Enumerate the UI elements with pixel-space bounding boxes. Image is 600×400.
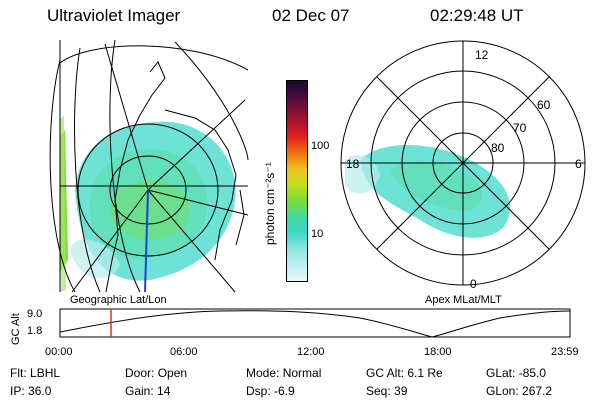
geographic-caption: Geographic Lat/Lon xyxy=(70,294,167,306)
info-glat: GLat: -85.0 xyxy=(486,366,547,380)
info-seq: Seq: 39 xyxy=(366,384,408,398)
date-label: 02 Dec 07 xyxy=(272,6,350,25)
geographic-grid xyxy=(49,39,249,293)
info-filter: Flt: LBHL xyxy=(10,366,61,380)
xtick-1800: 18:00 xyxy=(424,346,452,358)
polar-caption: Apex MLat/MLT xyxy=(425,294,502,306)
mlt-label-6: 6 xyxy=(575,157,582,171)
polar-grid xyxy=(340,40,586,286)
mlat-label-60: 60 xyxy=(537,98,551,112)
mlt-label-0: 0 xyxy=(470,277,477,291)
xtick-0600: 06:00 xyxy=(170,346,198,358)
xtick-0000: 00:00 xyxy=(45,346,73,358)
mlat-label-70: 70 xyxy=(513,121,527,135)
info-gain: Gain: 14 xyxy=(125,384,171,398)
geographic-aurora xyxy=(60,115,236,292)
meridian-line xyxy=(144,189,149,293)
info-mode: Mode: Normal xyxy=(246,366,322,380)
time-label: 02:29:48 UT xyxy=(430,6,524,25)
altitude-ytick-max: 9.0 xyxy=(27,308,43,320)
info-ip: IP: 36.0 xyxy=(10,384,52,398)
mlt-label-18: 18 xyxy=(346,157,360,171)
colorbar-tick-10: 10 xyxy=(311,228,324,240)
colorbar-unit-label: photon cm⁻²s⁻¹ xyxy=(263,162,277,245)
mlt-label-12: 12 xyxy=(475,48,489,62)
altitude-ylabel: GC Alt xyxy=(10,313,22,345)
altitude-ytick-min: 1.8 xyxy=(27,325,43,337)
xtick-2359: 23:59 xyxy=(551,346,579,358)
colorbar xyxy=(286,80,308,282)
xtick-1200: 12:00 xyxy=(297,346,325,358)
polar-aurora xyxy=(345,145,511,238)
info-door: Door: Open xyxy=(125,366,188,380)
info-gc-alt: GC Alt: 6.1 Re xyxy=(366,366,443,380)
colorbar-tick-100: 100 xyxy=(311,140,330,152)
instrument-title: Ultraviolet Imager xyxy=(47,6,181,25)
info-dsp: Dsp: -6.9 xyxy=(246,384,295,398)
coastline xyxy=(105,61,245,293)
info-glon: GLon: 267.2 xyxy=(486,384,553,398)
mlat-label-80: 80 xyxy=(491,141,505,155)
